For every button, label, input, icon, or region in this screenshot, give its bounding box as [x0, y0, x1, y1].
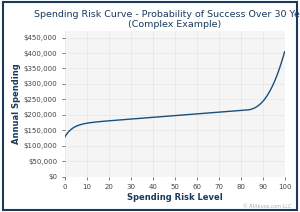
Text: © RIAkuos.com LLC: © RIAkuos.com LLC	[243, 204, 291, 209]
Y-axis label: Annual Spending: Annual Spending	[12, 64, 21, 144]
Title: Spending Risk Curve - Probability of Success Over 30 Years
(Complex Example): Spending Risk Curve - Probability of Suc…	[34, 10, 300, 29]
X-axis label: Spending Risk Level: Spending Risk Level	[127, 193, 223, 202]
